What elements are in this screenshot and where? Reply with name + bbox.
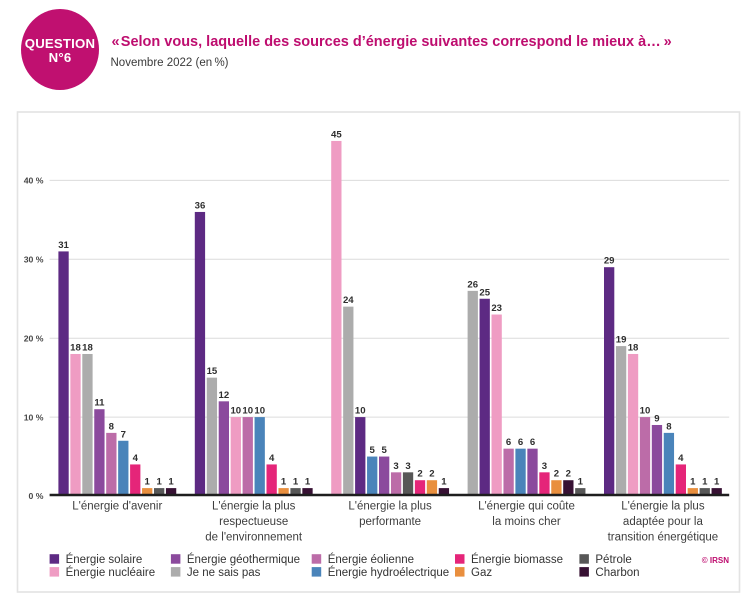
- svg-text:Énergie éolienne: Énergie éolienne: [328, 553, 414, 566]
- svg-text:12: 12: [219, 390, 230, 401]
- svg-text:18: 18: [628, 342, 639, 353]
- svg-text:Gaz: Gaz: [471, 567, 492, 579]
- svg-text:3: 3: [393, 461, 398, 472]
- svg-text:40 %: 40 %: [24, 176, 44, 186]
- svg-text:29: 29: [604, 256, 615, 267]
- svg-text:10: 10: [254, 406, 265, 417]
- svg-text:10: 10: [242, 406, 253, 417]
- svg-text:1: 1: [145, 477, 151, 488]
- svg-text:1: 1: [168, 477, 174, 488]
- svg-text:9: 9: [654, 413, 659, 424]
- svg-text:Charbon: Charbon: [595, 567, 639, 579]
- svg-text:45: 45: [331, 129, 342, 140]
- svg-text:10: 10: [230, 406, 241, 417]
- svg-text:10 %: 10 %: [24, 412, 44, 422]
- svg-text:1: 1: [305, 477, 311, 488]
- svg-text:2: 2: [417, 469, 422, 480]
- svg-text:© IRSN: © IRSN: [702, 556, 729, 565]
- svg-text:6: 6: [506, 437, 511, 448]
- svg-text:1: 1: [156, 477, 162, 488]
- svg-text:10: 10: [355, 406, 366, 417]
- svg-text:de l'environnement: de l'environnement: [205, 532, 303, 544]
- svg-text:15: 15: [207, 366, 218, 377]
- svg-text:30 %: 30 %: [24, 255, 44, 265]
- svg-text:6: 6: [530, 437, 535, 448]
- svg-text:2: 2: [554, 469, 559, 480]
- svg-text:7: 7: [121, 429, 126, 440]
- svg-text:23: 23: [491, 303, 502, 314]
- svg-text:L'énergie d'avenir: L'énergie d'avenir: [72, 501, 162, 513]
- svg-text:la moins cher: la moins cher: [492, 516, 561, 528]
- svg-text:36: 36: [195, 200, 206, 211]
- svg-text:18: 18: [70, 342, 81, 353]
- svg-text:Énergie solaire: Énergie solaire: [66, 553, 143, 566]
- svg-text:1: 1: [293, 477, 299, 488]
- svg-text:Énergie géothermique: Énergie géothermique: [187, 553, 300, 566]
- svg-text:11: 11: [94, 398, 105, 409]
- svg-text:transition énergétique: transition énergétique: [608, 532, 719, 544]
- svg-text:Énergie hydroélectrique: Énergie hydroélectrique: [328, 566, 449, 579]
- svg-text:Énergie nucléaire: Énergie nucléaire: [66, 566, 156, 579]
- svg-text:L'énergie la plus: L'énergie la plus: [212, 501, 296, 513]
- svg-text:3: 3: [405, 461, 410, 472]
- svg-text:2: 2: [566, 469, 571, 480]
- svg-text:Pétrole: Pétrole: [595, 554, 631, 566]
- svg-text:8: 8: [666, 421, 672, 432]
- svg-text:26: 26: [467, 279, 478, 290]
- svg-text:1: 1: [441, 477, 447, 488]
- svg-text:3: 3: [542, 461, 547, 472]
- svg-text:24: 24: [343, 295, 354, 306]
- svg-text:5: 5: [370, 445, 376, 456]
- svg-text:L'énergie la plus: L'énergie la plus: [621, 501, 705, 513]
- svg-text:respectueuse: respectueuse: [219, 516, 288, 528]
- svg-text:4: 4: [269, 453, 275, 464]
- svg-text:18: 18: [82, 342, 93, 353]
- svg-text:8: 8: [109, 421, 115, 432]
- svg-text:0 %: 0 %: [29, 491, 44, 501]
- svg-text:6: 6: [518, 437, 523, 448]
- svg-text:10: 10: [640, 406, 651, 417]
- svg-text:19: 19: [616, 335, 627, 346]
- svg-text:25: 25: [479, 287, 490, 298]
- svg-text:31: 31: [58, 240, 69, 251]
- svg-text:2: 2: [429, 469, 434, 480]
- svg-text:1: 1: [578, 477, 584, 488]
- svg-text:5: 5: [381, 445, 387, 456]
- svg-text:20 %: 20 %: [24, 333, 44, 343]
- svg-text:L'énergie qui coûte: L'énergie qui coûte: [478, 501, 575, 513]
- svg-text:4: 4: [678, 453, 684, 464]
- svg-text:1: 1: [690, 477, 696, 488]
- svg-text:adaptée pour la: adaptée pour la: [623, 516, 704, 528]
- svg-text:1: 1: [702, 477, 708, 488]
- svg-text:Énergie biomasse: Énergie biomasse: [471, 553, 563, 566]
- svg-text:1: 1: [281, 477, 287, 488]
- svg-text:1: 1: [714, 477, 720, 488]
- svg-text:performante: performante: [359, 516, 421, 528]
- svg-text:Je ne sais pas: Je ne sais pas: [187, 567, 261, 579]
- svg-text:4: 4: [133, 453, 139, 464]
- svg-text:L'énergie la plus: L'énergie la plus: [348, 501, 432, 513]
